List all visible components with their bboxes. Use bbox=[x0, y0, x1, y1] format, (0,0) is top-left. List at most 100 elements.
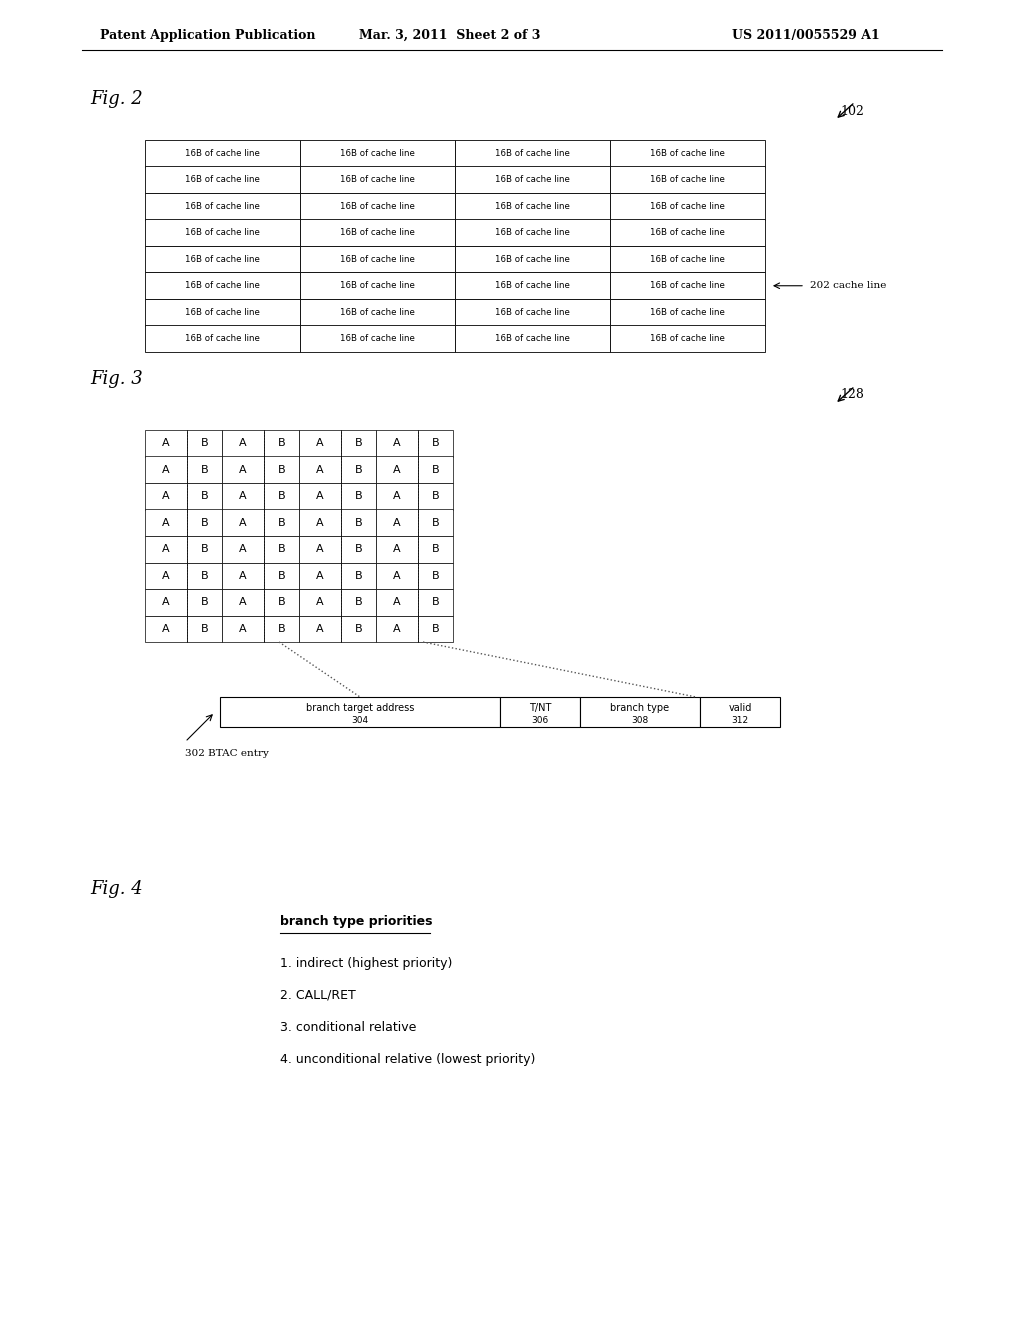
Bar bbox=[145, 193, 300, 219]
Text: A: A bbox=[162, 570, 170, 581]
Text: 16B of cache line: 16B of cache line bbox=[650, 281, 725, 290]
Text: branch target address: branch target address bbox=[306, 704, 414, 713]
Text: B: B bbox=[201, 570, 208, 581]
Bar bbox=[222, 510, 264, 536]
Text: 2. CALL/RET: 2. CALL/RET bbox=[280, 989, 355, 1002]
Text: B: B bbox=[432, 570, 439, 581]
Bar bbox=[455, 300, 610, 326]
Text: A: A bbox=[240, 465, 247, 475]
Text: Mar. 3, 2011  Sheet 2 of 3: Mar. 3, 2011 Sheet 2 of 3 bbox=[359, 29, 541, 41]
Bar bbox=[418, 615, 453, 642]
Text: 16B of cache line: 16B of cache line bbox=[650, 308, 725, 317]
Bar bbox=[145, 300, 300, 326]
Bar bbox=[500, 697, 580, 727]
Bar bbox=[341, 457, 376, 483]
Bar bbox=[610, 300, 765, 326]
Text: A: A bbox=[393, 491, 400, 502]
Bar bbox=[376, 510, 418, 536]
Text: 16B of cache line: 16B of cache line bbox=[650, 202, 725, 211]
Text: B: B bbox=[278, 438, 286, 449]
Bar bbox=[341, 615, 376, 642]
Text: T/NT: T/NT bbox=[528, 704, 551, 713]
Text: B: B bbox=[278, 491, 286, 502]
Text: 128: 128 bbox=[840, 388, 864, 401]
Text: 16B of cache line: 16B of cache line bbox=[495, 176, 570, 185]
Bar bbox=[299, 536, 341, 562]
Text: A: A bbox=[240, 517, 247, 528]
Bar bbox=[264, 562, 299, 589]
Bar bbox=[455, 193, 610, 219]
Bar bbox=[222, 483, 264, 510]
Text: A: A bbox=[316, 438, 324, 449]
Bar bbox=[145, 140, 300, 166]
Bar bbox=[610, 326, 765, 352]
Text: 16B of cache line: 16B of cache line bbox=[495, 228, 570, 238]
Text: 102: 102 bbox=[840, 106, 864, 117]
Text: B: B bbox=[432, 438, 439, 449]
Bar bbox=[418, 589, 453, 615]
Text: branch type: branch type bbox=[610, 704, 670, 713]
Text: 16B of cache line: 16B of cache line bbox=[185, 176, 260, 185]
Bar bbox=[455, 246, 610, 272]
Bar bbox=[145, 326, 300, 352]
Text: 202 cache line: 202 cache line bbox=[810, 281, 887, 290]
Text: A: A bbox=[316, 465, 324, 475]
Bar bbox=[610, 272, 765, 300]
Text: B: B bbox=[201, 544, 208, 554]
Text: A: A bbox=[393, 465, 400, 475]
Bar bbox=[300, 140, 455, 166]
Text: 16B of cache line: 16B of cache line bbox=[495, 308, 570, 317]
Text: B: B bbox=[432, 624, 439, 634]
Text: valid: valid bbox=[728, 704, 752, 713]
Text: A: A bbox=[162, 465, 170, 475]
Bar bbox=[300, 166, 455, 193]
Text: B: B bbox=[432, 597, 439, 607]
Text: A: A bbox=[240, 624, 247, 634]
Bar bbox=[145, 430, 187, 457]
Bar bbox=[299, 430, 341, 457]
Text: US 2011/0055529 A1: US 2011/0055529 A1 bbox=[732, 29, 880, 41]
Bar bbox=[418, 430, 453, 457]
Bar bbox=[264, 589, 299, 615]
Text: A: A bbox=[393, 544, 400, 554]
Bar bbox=[299, 615, 341, 642]
Text: B: B bbox=[432, 491, 439, 502]
Bar bbox=[222, 536, 264, 562]
Text: A: A bbox=[240, 491, 247, 502]
Bar bbox=[145, 246, 300, 272]
Bar bbox=[376, 562, 418, 589]
Text: 16B of cache line: 16B of cache line bbox=[495, 281, 570, 290]
Bar bbox=[222, 457, 264, 483]
Bar bbox=[264, 510, 299, 536]
Text: B: B bbox=[278, 544, 286, 554]
Text: B: B bbox=[354, 544, 362, 554]
Text: A: A bbox=[316, 491, 324, 502]
Text: 312: 312 bbox=[731, 715, 749, 725]
Text: B: B bbox=[354, 517, 362, 528]
Text: 16B of cache line: 16B of cache line bbox=[650, 176, 725, 185]
Text: B: B bbox=[201, 491, 208, 502]
Text: Patent Application Publication: Patent Application Publication bbox=[100, 29, 315, 41]
Bar bbox=[145, 615, 187, 642]
Bar bbox=[145, 510, 187, 536]
Text: 16B of cache line: 16B of cache line bbox=[495, 149, 570, 158]
Bar bbox=[145, 166, 300, 193]
Text: A: A bbox=[162, 544, 170, 554]
Bar bbox=[222, 562, 264, 589]
Text: 3. conditional relative: 3. conditional relative bbox=[280, 1020, 417, 1034]
Bar bbox=[187, 589, 222, 615]
Bar bbox=[264, 483, 299, 510]
Text: Fig. 3: Fig. 3 bbox=[90, 370, 142, 388]
Bar bbox=[341, 589, 376, 615]
Bar bbox=[187, 536, 222, 562]
Text: Fig. 4: Fig. 4 bbox=[90, 880, 142, 898]
Bar bbox=[610, 219, 765, 246]
Text: 16B of cache line: 16B of cache line bbox=[340, 334, 415, 343]
Bar bbox=[300, 219, 455, 246]
Bar bbox=[299, 562, 341, 589]
Bar bbox=[187, 457, 222, 483]
Text: 16B of cache line: 16B of cache line bbox=[185, 149, 260, 158]
Text: A: A bbox=[162, 624, 170, 634]
Text: B: B bbox=[432, 465, 439, 475]
Text: B: B bbox=[201, 465, 208, 475]
